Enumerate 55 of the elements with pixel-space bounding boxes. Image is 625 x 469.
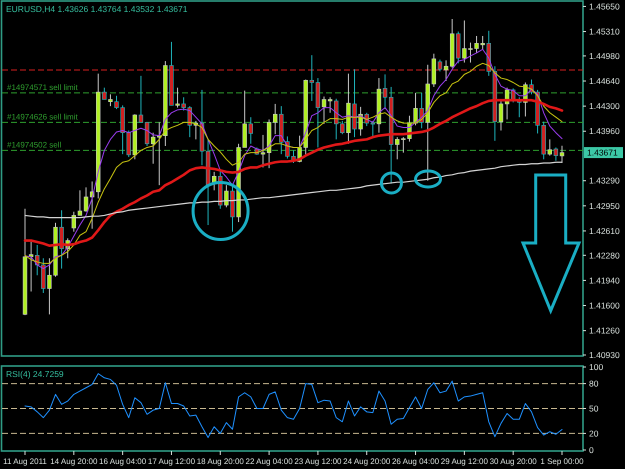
candlestick xyxy=(84,186,88,212)
candlestick xyxy=(102,87,107,100)
y-tick-label: 1.43290 xyxy=(589,176,620,186)
y-tick-label: 100 xyxy=(589,362,604,372)
x-tick-label: 23 Aug 12:00 xyxy=(294,457,342,466)
y-tick-label: 1.44980 xyxy=(589,50,620,61)
y-tick-label: 1.44640 xyxy=(589,76,620,86)
y-tick-label: 50 xyxy=(589,404,599,414)
ref-line-label: #14974626 sell limit xyxy=(7,112,78,122)
y-tick-label: 1.45310 xyxy=(589,26,620,37)
candlestick xyxy=(108,94,113,107)
y-tick-label: 1.40930 xyxy=(589,350,620,360)
x-tick-label: 16 Aug 04:00 xyxy=(99,457,147,466)
y-tick-label: 1.41940 xyxy=(589,275,620,286)
candlestick xyxy=(554,146,558,162)
x-tick-label: 14 Aug 20:00 xyxy=(50,457,98,466)
candlestick xyxy=(47,258,52,315)
y-tick-label: 20 xyxy=(589,428,599,438)
y-tick-label: 1.42280 xyxy=(589,250,620,260)
y-tick-label: 1.41260 xyxy=(589,326,620,336)
candlestick xyxy=(28,242,34,292)
candlestick xyxy=(260,134,266,168)
candlestick xyxy=(322,96,326,124)
y-tick-label: 1.45650 xyxy=(589,1,620,12)
y-tick-label: 1.43960 xyxy=(589,126,620,136)
text: 1.43671 xyxy=(587,148,618,158)
candlestick xyxy=(175,87,180,108)
x-tick-label: 26 Aug 04:00 xyxy=(392,457,440,466)
ref-line-label: #14974502 sell xyxy=(7,140,62,150)
candlestick xyxy=(548,138,552,156)
y-tick-label: 80 xyxy=(589,378,599,389)
candlestick xyxy=(59,210,64,270)
x-tick-label: 18 Aug 20:00 xyxy=(196,457,244,466)
candlestick xyxy=(144,122,150,147)
y-tick-label: 1.42950 xyxy=(589,200,620,211)
y-tick-label: 0 xyxy=(589,445,594,455)
chart-title: EURUSD,H4 1.43626 1.43764 1.43532 1.43671 xyxy=(6,4,188,14)
y-tick-label: 1.41600 xyxy=(589,300,620,311)
x-tick-label: 22 Aug 04:00 xyxy=(246,457,294,466)
x-tick-label: 24 Aug 20:00 xyxy=(343,457,391,466)
x-tick-label: 1 Sep 00:00 xyxy=(540,457,584,466)
y-tick-label: 1.44300 xyxy=(589,101,620,112)
y-tick-label: 1.42610 xyxy=(589,226,620,236)
candlestick xyxy=(224,184,229,208)
ref-line-label: #14974571 sell limit xyxy=(7,82,78,92)
x-tick-label: 17 Aug 12:00 xyxy=(148,457,196,466)
candlestick xyxy=(328,96,332,114)
x-tick-label: 30 Aug 20:00 xyxy=(490,457,538,466)
x-tick-label: 11 Aug 2011 xyxy=(3,457,48,466)
candlestick xyxy=(248,116,253,144)
chart-title: RSI(4) 24.7259 xyxy=(6,369,64,379)
candlestick xyxy=(413,92,418,126)
candlestick xyxy=(138,75,144,123)
x-tick-label: 29 Aug 12:00 xyxy=(440,457,488,466)
candlestick xyxy=(498,100,504,131)
